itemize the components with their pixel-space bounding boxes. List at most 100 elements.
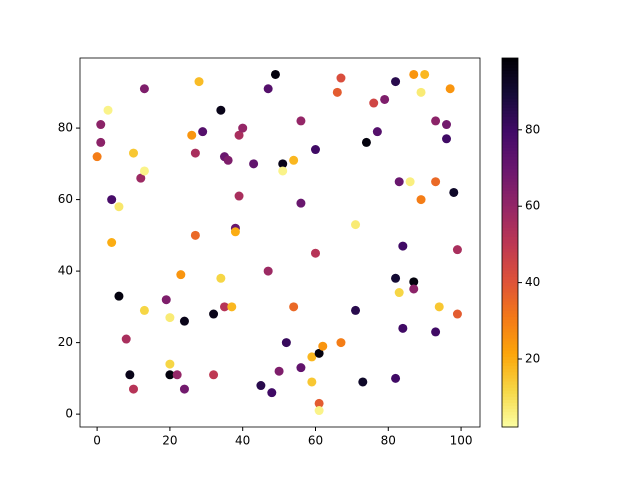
point [209,370,219,380]
point [274,366,284,376]
colorbar-cell [502,70,518,74]
point [190,148,200,158]
colorbar-cell [502,273,518,277]
point [227,302,237,312]
colorbar-cell [502,359,518,364]
colorbar-cell [502,107,518,111]
colorbar-cell [502,122,518,127]
colorbar-cell [502,285,518,290]
point [223,155,233,165]
point [179,316,189,326]
colorbar-cell [502,362,518,367]
point [332,87,342,97]
point [318,341,328,351]
point [281,338,291,348]
colorbar-cell [502,399,518,403]
colorbar-cell [502,288,518,293]
point [172,370,182,380]
colorbar-cell [502,184,518,188]
colorbar-cell [502,113,518,118]
x-tick-label: 40 [235,434,250,448]
point [431,327,441,337]
plot-frame [79,57,481,428]
colorbar-cell [502,396,518,400]
colorbar-cell [502,294,518,299]
point [249,159,259,169]
y-tick-label: 0 [65,407,73,421]
point [391,77,401,87]
point [139,305,149,315]
colorbar-cell [502,211,518,216]
colorbar-cell [502,153,518,157]
point [263,84,273,94]
colorbar-cell [502,420,518,425]
colorbar-cell [502,368,518,373]
colorbar-tick-label: 60 [525,199,540,213]
colorbar-cell [502,340,518,345]
colorbar-cell [502,264,518,268]
colorbar-cell [502,387,518,391]
colorbar-cell [502,134,518,139]
point [380,94,390,104]
point [452,309,462,319]
point [442,134,452,144]
colorbar-cell [502,291,518,296]
colorbar-cell [502,408,518,413]
colorbar-cell [502,236,518,241]
colorbar-cell [502,88,518,93]
colorbar-cell [502,356,518,360]
point [125,370,135,380]
colorbar-cell [502,168,518,173]
point [103,105,113,115]
point [234,130,244,140]
colorbar-cell [502,116,518,121]
colorbar-cell [502,187,518,191]
point [219,302,229,312]
colorbar-cell [502,390,518,394]
point [314,398,324,408]
point [263,266,273,276]
colorbar-cell [502,328,518,333]
y-tick-label: 20 [58,335,73,349]
point [442,120,452,130]
colorbar-cell [502,304,518,308]
colorbar-cell [502,205,518,210]
colorbar-cell [502,94,518,99]
colorbar-cell [502,257,518,262]
colorbar-cell [502,353,518,357]
point [139,166,149,176]
colorbar-cell [502,383,518,388]
colorbar-cell [502,371,518,376]
point [449,187,459,197]
point [307,377,317,387]
colorbar-cell [502,300,518,305]
point [314,406,324,416]
colorbar-cell [502,411,518,416]
point [416,195,426,205]
colorbar-cell [502,193,518,197]
point [96,137,106,147]
colorbar-cell [502,423,518,428]
colorbar-cell [502,319,518,324]
point [296,363,306,373]
point [398,323,408,333]
colorbar-cell [502,334,518,339]
point [445,84,455,94]
point [194,77,204,87]
point [351,220,361,230]
colorbar-cell [502,230,518,234]
colorbar-cell [502,58,518,62]
colorbar-cell [502,82,518,87]
point [136,173,146,183]
colorbar-cell [502,248,518,253]
x-tick-label: 20 [162,434,177,448]
colorbar-cell [502,64,518,68]
point [234,191,244,201]
point [121,334,131,344]
point [358,377,368,387]
colorbar-cell [502,282,518,287]
colorbar-cell [502,61,518,65]
colorbar-cell [502,177,518,182]
colorbar-cell [502,79,518,84]
